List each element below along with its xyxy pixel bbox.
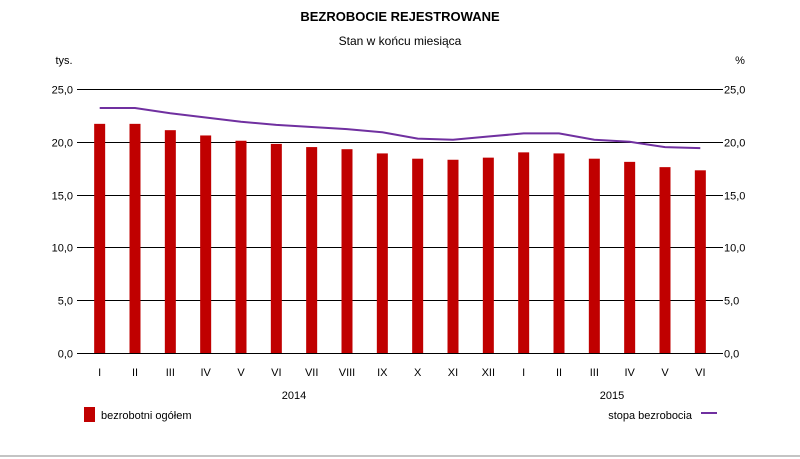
bar-series — [94, 123, 706, 354]
year-label: 2014 — [282, 390, 306, 402]
left-tick-label: 20,0 — [52, 138, 73, 150]
month-label: V — [661, 367, 669, 379]
bar — [129, 123, 141, 354]
month-label: V — [237, 367, 245, 379]
legend-line-label: stopa bezrobocia — [608, 410, 693, 422]
legend-bar-swatch — [84, 407, 95, 422]
right-tick-label: 15,0 — [724, 191, 745, 203]
left-tick-label: 0,0 — [58, 349, 73, 361]
month-label: IV — [200, 367, 211, 379]
month-label: IV — [624, 367, 635, 379]
month-label: I — [522, 367, 525, 379]
month-label: XII — [482, 367, 495, 379]
month-label: VII — [305, 367, 318, 379]
bar — [235, 140, 247, 353]
bar — [412, 158, 424, 353]
bar — [376, 153, 388, 353]
month-label: XI — [448, 367, 458, 379]
chart-title: BEZROBOCIE REJESTROWANE — [300, 9, 500, 24]
month-label: VIII — [339, 367, 356, 379]
month-label: II — [132, 367, 138, 379]
bar — [482, 157, 494, 353]
month-label: III — [590, 367, 599, 379]
month-label: VI — [271, 367, 281, 379]
left-tick-label: 5,0 — [58, 296, 73, 308]
month-label: X — [414, 367, 422, 379]
left-axis-unit: tys. — [55, 55, 72, 67]
bar — [447, 159, 459, 353]
month-label: III — [166, 367, 175, 379]
chart-subtitle: Stan w końcu miesiąca — [339, 34, 462, 48]
gridlines — [82, 89, 718, 354]
bar — [694, 170, 706, 353]
left-tick-label: 25,0 — [52, 85, 73, 97]
unemployment-rate-line — [99, 107, 701, 150]
right-tick-label: 0,0 — [724, 349, 739, 361]
bar — [341, 149, 353, 353]
bar — [94, 123, 106, 354]
right-tick-label: 10,0 — [724, 243, 745, 255]
bar — [518, 152, 530, 353]
legend: bezrobotni ogółem stopa bezrobocia — [84, 407, 717, 422]
bar — [553, 153, 565, 353]
bar — [164, 130, 176, 353]
line-series — [99, 107, 701, 150]
month-label: VI — [695, 367, 705, 379]
bar — [200, 135, 212, 353]
bar — [624, 161, 636, 353]
right-axis-unit: % — [735, 55, 745, 67]
right-tick-label: 5,0 — [724, 296, 739, 308]
left-tick-label: 10,0 — [52, 243, 73, 255]
bar — [306, 147, 318, 353]
right-tick-label: 25,0 — [724, 85, 745, 97]
bar — [588, 158, 600, 353]
legend-bar-label: bezrobotni ogółem — [101, 410, 192, 422]
bar — [659, 167, 671, 353]
month-label: IX — [377, 367, 388, 379]
year-label: 2015 — [600, 390, 624, 402]
axes: 0,0 0,0 5,0 5,0 10,0 10,0 15,0 15,0 20,0 20,0 25,0… — [52, 85, 746, 403]
left-tick-label: 15,0 — [52, 191, 73, 203]
bar — [270, 143, 282, 353]
right-tick-label: 20,0 — [724, 138, 745, 150]
month-label: I — [98, 367, 101, 379]
month-label: II — [556, 367, 562, 379]
